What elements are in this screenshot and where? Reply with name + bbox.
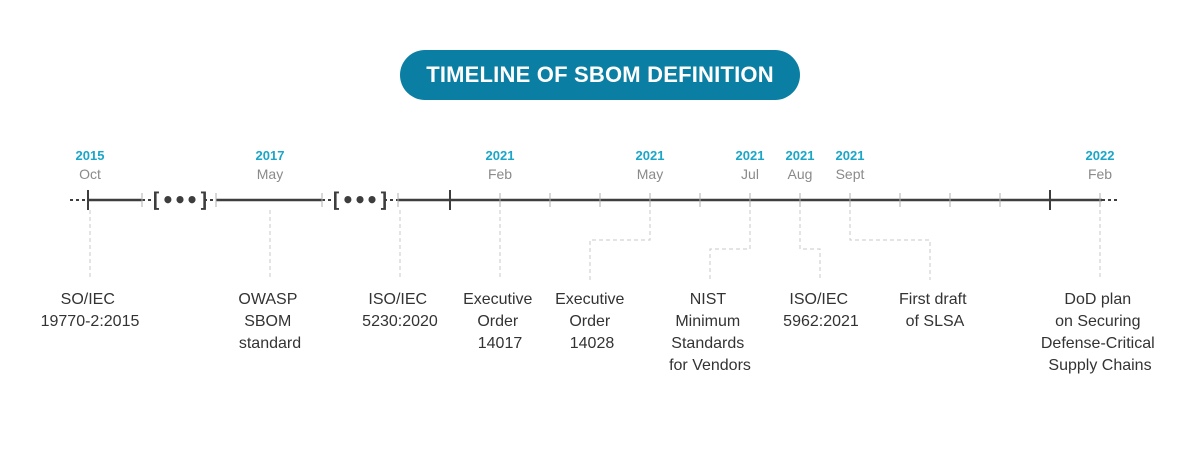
event-line: Minimum: [675, 313, 740, 330]
event-line: 5230:2020: [362, 313, 438, 330]
date-month: Feb: [1088, 166, 1112, 182]
event-label: NIST Minimum Standards for Vendors: [669, 291, 751, 374]
gap-marker: [•••]: [330, 188, 390, 212]
event-line: NIST: [690, 291, 727, 308]
event-line: Order: [477, 313, 519, 330]
event-label: OWASP SBOM standard: [238, 291, 301, 352]
event-label: First draft of SLSA: [899, 291, 971, 330]
event-label: DoD plan on Securing Defense-Critical Su…: [1041, 291, 1159, 374]
date-year: 2015: [76, 148, 105, 163]
event-labels: SO/IEC 19770-2:2015 OWASP SBOM standard …: [41, 291, 1159, 374]
date-year: 2021: [836, 148, 865, 163]
event-line: Executive: [463, 291, 532, 308]
event-line: DoD plan: [1064, 291, 1131, 308]
connector: [799, 210, 821, 280]
date-labels: 2015 Oct 2017 May 2021 Feb 2021 May 2021…: [76, 148, 1115, 182]
event-line: on Securing: [1055, 313, 1140, 330]
connector: [589, 210, 651, 280]
event-line: Defense-Critical: [1041, 335, 1155, 352]
event-line: Standards: [671, 335, 744, 352]
event-label: SO/IEC 19770-2:2015: [41, 291, 140, 330]
event-line: ISO/IEC: [789, 291, 848, 308]
timeline-title: TIMELINE OF SBOM DEFINITION: [400, 50, 800, 100]
connector: [709, 210, 751, 280]
event-line: 14017: [478, 335, 523, 352]
timeline-axis: [•••] [•••]: [70, 188, 1120, 212]
event-line: Executive: [555, 291, 624, 308]
event-line: 19770-2:2015: [41, 313, 140, 330]
event-line: Order: [569, 313, 611, 330]
connector: [849, 210, 931, 280]
date-year: 2021: [786, 148, 815, 163]
event-line: 14028: [570, 335, 615, 352]
date-month: Feb: [488, 166, 512, 182]
date-year: 2017: [256, 148, 285, 163]
event-line: 5962:2021: [783, 313, 859, 330]
event-line: SO/IEC: [61, 291, 115, 308]
event-connectors: [89, 210, 1101, 280]
event-label: Executive Order 14028: [555, 291, 629, 352]
gap-marker: [•••]: [150, 188, 210, 212]
event-label: ISO/IEC 5962:2021: [783, 291, 859, 330]
event-line: of SLSA: [906, 313, 965, 330]
date-month: Sept: [836, 166, 865, 182]
date-year: 2022: [1086, 148, 1115, 163]
date-month: Aug: [788, 166, 813, 182]
date-month: May: [257, 166, 283, 182]
date-year: 2021: [636, 148, 665, 163]
date-year: 2021: [486, 148, 515, 163]
event-line: standard: [239, 335, 301, 352]
event-label: Executive Order 14017: [463, 291, 537, 352]
event-line: OWASP: [238, 291, 297, 308]
event-line: First draft: [899, 291, 967, 308]
event-line: SBOM: [244, 313, 291, 330]
date-year: 2021: [736, 148, 765, 163]
event-line: Supply Chains: [1048, 357, 1151, 374]
event-line: for Vendors: [669, 357, 751, 374]
event-line: ISO/IEC: [368, 291, 427, 308]
date-month: Jul: [741, 166, 759, 182]
date-month: May: [637, 166, 663, 182]
event-label: ISO/IEC 5230:2020: [362, 291, 438, 330]
date-month: Oct: [79, 166, 101, 182]
